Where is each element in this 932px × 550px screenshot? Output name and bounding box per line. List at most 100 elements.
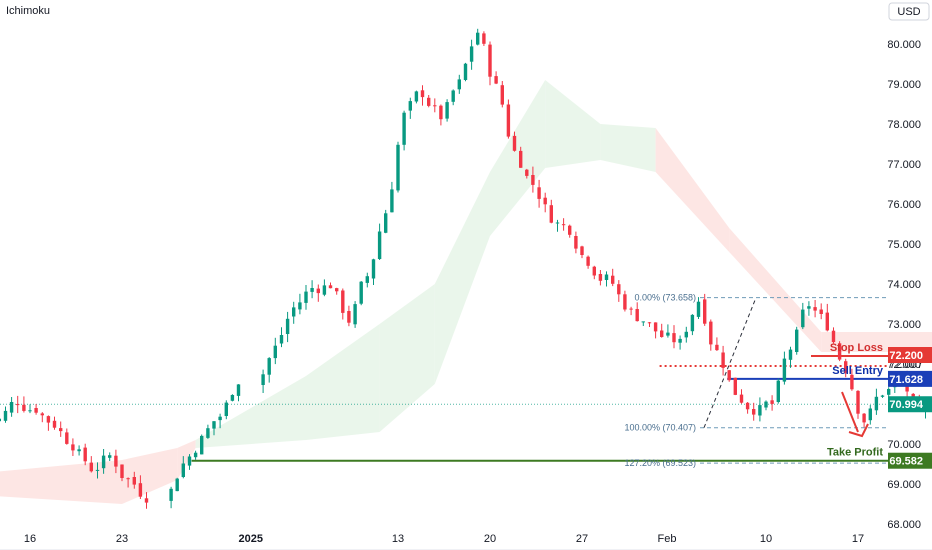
candle-down	[335, 288, 339, 292]
candle-up	[451, 90, 455, 102]
candle-down	[34, 408, 38, 413]
fib-level-label: 100.00% (70.407)	[624, 423, 696, 433]
x-tick-label: 20	[484, 533, 496, 545]
candle-up	[267, 358, 271, 375]
candle-down	[703, 299, 707, 324]
candle-up	[212, 421, 216, 429]
y-tick-label: 80.000	[887, 39, 921, 51]
x-tick-label: 16	[24, 533, 36, 545]
candle-up	[788, 349, 793, 360]
sell-entry-price-tag	[888, 370, 932, 387]
candle-up	[801, 309, 805, 328]
candle-up	[365, 276, 369, 283]
take-profit-price-tag-text: 69.582	[889, 456, 923, 468]
fib-level-label: 0.00% (73.658)	[634, 293, 696, 303]
candle-up	[463, 63, 468, 80]
candle-up	[181, 463, 185, 477]
candle-up	[758, 405, 762, 416]
candle-down	[71, 444, 75, 451]
candle-up	[28, 410, 32, 412]
projection-arrowhead	[848, 423, 869, 438]
candle-down	[482, 33, 486, 44]
candle-up	[230, 395, 235, 401]
candle-up	[807, 306, 811, 309]
candle-up	[0, 418, 1, 422]
candle-down	[709, 321, 713, 345]
current-price-tag-text: 70.994	[889, 399, 924, 411]
candle-up	[261, 374, 265, 385]
candle-up	[457, 79, 461, 90]
candle-down	[433, 105, 437, 107]
current-price-tag	[888, 396, 932, 413]
candle-down	[543, 197, 547, 205]
candle-down	[537, 187, 541, 199]
candle-down	[617, 284, 621, 295]
candle-down	[341, 290, 345, 313]
candle-up	[371, 259, 376, 279]
x-tick-label: 27	[576, 533, 588, 545]
candle-down	[574, 236, 578, 249]
candle-up	[696, 301, 701, 317]
candle-down	[16, 404, 20, 406]
candle-down	[586, 256, 590, 266]
candle-down	[525, 169, 529, 176]
candle-down	[592, 266, 596, 276]
sell-entry-label: Sell Entry	[832, 365, 884, 377]
trade-levels	[0, 355, 888, 462]
candle-down	[770, 400, 774, 404]
candle-down	[488, 44, 492, 77]
currency-button[interactable]: USD	[888, 2, 930, 21]
candle-up	[279, 335, 284, 344]
candle-up	[880, 395, 885, 397]
candle-up	[169, 488, 173, 501]
candle-down	[328, 285, 333, 289]
candle-down	[819, 309, 823, 314]
candle-up	[776, 380, 780, 402]
y-tick-label: 76.000	[887, 199, 921, 211]
candle-up	[101, 455, 106, 469]
candle-down	[660, 330, 664, 337]
candle-down	[519, 150, 523, 168]
candle-down	[672, 333, 676, 343]
candle-down	[439, 105, 443, 120]
cloud-segment	[490, 80, 546, 236]
candle-up	[95, 469, 100, 471]
candle-down	[727, 370, 731, 381]
candle-up	[874, 396, 879, 411]
candle-up	[108, 455, 112, 458]
candle-down	[856, 390, 860, 414]
y-tick-label: 75.000	[887, 239, 921, 251]
x-tick-label: 10	[760, 533, 772, 545]
y-tick-label: 74.000	[887, 279, 921, 291]
y-tick-label: 73.000	[887, 319, 921, 331]
cloud-segment	[379, 284, 435, 432]
stop-loss-price-tag-text: 72.200	[889, 350, 923, 362]
candle-down	[316, 288, 320, 294]
x-tick-label: Feb	[658, 533, 677, 545]
candle-down	[506, 104, 511, 137]
candle-up	[175, 478, 179, 492]
candle-down	[825, 312, 829, 331]
candle-up	[187, 456, 192, 466]
x-axis: 16 23 2025 13 20 27 Feb 10 17	[24, 533, 864, 545]
candle-up	[359, 281, 363, 304]
candle-down	[494, 76, 498, 84]
candle-up	[304, 291, 308, 303]
candle-down	[813, 307, 817, 311]
indicator-label[interactable]: Ichimoku	[6, 5, 50, 17]
currency-label: USD	[897, 6, 920, 18]
candle-down	[745, 402, 750, 410]
candle-up	[690, 314, 695, 332]
candle-up	[353, 304, 357, 325]
candle-down	[114, 455, 118, 467]
y-axis: 80.000 79.000 78.000 77.000 76.000 75.000 74.0…	[887, 39, 932, 531]
candle-down	[144, 498, 149, 503]
cloud-segment	[306, 324, 380, 440]
candlestick-series	[0, 28, 932, 509]
cloud-segment	[545, 80, 601, 168]
candle-down	[831, 330, 836, 343]
cloud-segment	[122, 448, 178, 504]
candle-up	[678, 338, 682, 343]
candle-down	[647, 322, 652, 324]
